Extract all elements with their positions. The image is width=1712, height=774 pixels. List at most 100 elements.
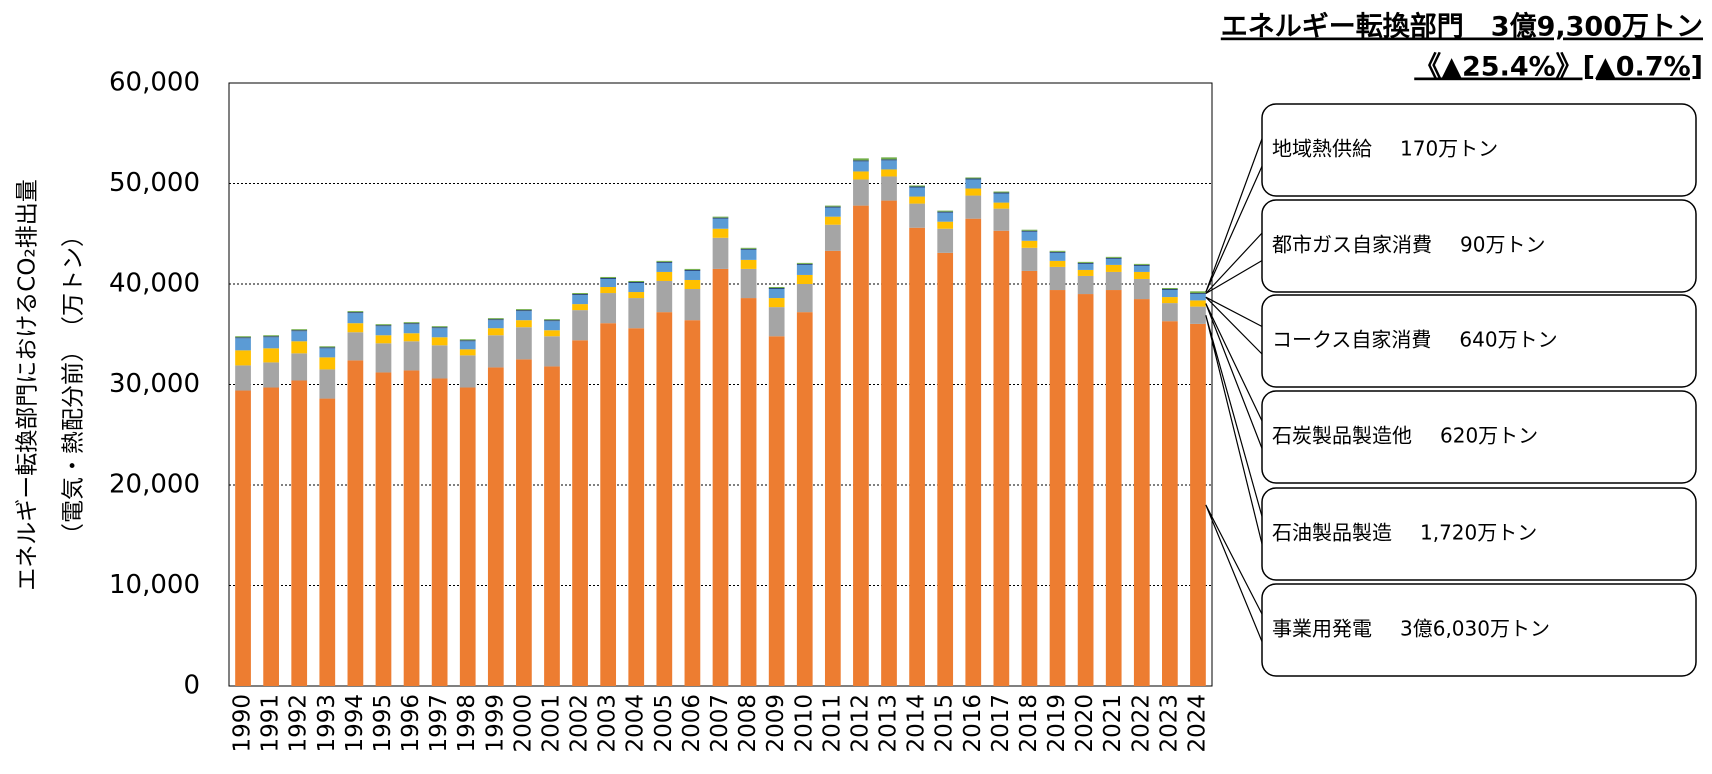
legend-label: 地域熱供給 bbox=[1272, 137, 1372, 161]
bar-segment bbox=[740, 259, 757, 269]
bar-segment bbox=[1190, 300, 1206, 307]
bar-segment bbox=[572, 310, 588, 341]
x-tick-label: 2004 bbox=[623, 694, 649, 753]
bar-segment bbox=[993, 208, 1010, 231]
x-tick-label: 2007 bbox=[707, 694, 733, 753]
bar-segment bbox=[684, 270, 701, 280]
bar-segment bbox=[291, 341, 308, 354]
legend-label: 石炭製品製造他 bbox=[1272, 424, 1412, 448]
bar-segment bbox=[1162, 297, 1178, 304]
x-tick-label: 2003 bbox=[595, 694, 621, 753]
legend-label: 石油製品製造 bbox=[1272, 521, 1392, 545]
callout-value: 1,720万トン bbox=[1420, 521, 1537, 545]
bar-segment bbox=[291, 380, 308, 686]
x-tick-label: 2018 bbox=[1016, 694, 1042, 753]
bar-segment bbox=[796, 263, 813, 265]
bar-segment bbox=[516, 327, 532, 360]
bar-segment bbox=[1021, 229, 1038, 231]
bar-segment bbox=[431, 328, 448, 338]
x-tick-label: 2023 bbox=[1156, 694, 1182, 753]
bar-segment bbox=[431, 327, 448, 329]
bar-segment bbox=[347, 311, 364, 313]
bar-segment bbox=[656, 312, 673, 686]
x-tick-label: 2017 bbox=[988, 694, 1014, 753]
bar-segment bbox=[1021, 247, 1038, 271]
x-tick-label: 2024 bbox=[1184, 694, 1210, 753]
bar-segment bbox=[1105, 271, 1122, 291]
callout: 石油製品製造 1,720万トン bbox=[1205, 315, 1697, 581]
x-tick-label: 2010 bbox=[791, 694, 817, 753]
callout: コークス自家消費 640万トン bbox=[1205, 294, 1697, 388]
bar-segment bbox=[768, 287, 785, 289]
x-tick-label: 2021 bbox=[1100, 694, 1126, 753]
bar-segment bbox=[881, 159, 897, 161]
bar-segment bbox=[459, 339, 476, 341]
bar-segment bbox=[628, 282, 645, 293]
bar-segment bbox=[347, 312, 364, 314]
bar-segment bbox=[853, 205, 869, 687]
bar-segment bbox=[600, 278, 617, 288]
bar-segment bbox=[1021, 230, 1038, 232]
bar-segment bbox=[1133, 271, 1150, 279]
x-tick-label: 1992 bbox=[286, 694, 312, 753]
y-axis-title: （電気・熱配分前） （万トン） bbox=[61, 224, 87, 546]
bar-segment bbox=[600, 277, 617, 279]
bar-segment bbox=[796, 264, 813, 275]
x-tick-label: 1994 bbox=[342, 694, 368, 753]
bar-segment bbox=[572, 304, 588, 311]
bar-segment bbox=[235, 338, 251, 351]
bar-segment bbox=[712, 228, 729, 238]
bar-segment bbox=[909, 227, 925, 686]
x-tick-label: 2009 bbox=[763, 694, 789, 753]
bar-segment bbox=[853, 158, 869, 161]
y-tick-label: 30,000 bbox=[109, 369, 200, 399]
bar-segment bbox=[824, 206, 841, 208]
callout-box bbox=[1261, 294, 1697, 388]
bar-segment bbox=[235, 337, 251, 339]
bar-segment bbox=[347, 323, 364, 333]
bar-segment bbox=[881, 176, 897, 201]
bar-segment bbox=[487, 367, 504, 686]
callout-value: 640万トン bbox=[1459, 328, 1557, 352]
bar-segment bbox=[516, 310, 532, 312]
callout-box bbox=[1261, 390, 1697, 484]
bar-segment bbox=[263, 335, 279, 337]
bar-segment bbox=[375, 335, 392, 344]
bar-segment bbox=[656, 280, 673, 313]
callout-pointer bbox=[1205, 315, 1264, 549]
x-tick-label: 2016 bbox=[960, 694, 986, 753]
bar-segment bbox=[993, 192, 1010, 194]
bar-segment bbox=[937, 212, 954, 222]
bar-segment bbox=[459, 341, 476, 350]
bar-segment bbox=[263, 362, 279, 388]
bar-segment bbox=[291, 331, 308, 342]
x-tick-label: 2006 bbox=[679, 694, 705, 753]
x-tick-label: 2019 bbox=[1044, 694, 1070, 753]
x-tick-label: 2015 bbox=[932, 694, 958, 753]
x-tick-label: 1990 bbox=[230, 694, 256, 753]
bar-segment bbox=[740, 298, 757, 686]
bar-segment bbox=[1105, 290, 1122, 686]
bar-segment bbox=[1190, 306, 1206, 324]
bar-segment bbox=[796, 274, 813, 284]
bar-segment bbox=[516, 359, 532, 686]
bar-segment bbox=[544, 330, 560, 337]
bar-segment bbox=[487, 320, 504, 329]
bar-segment bbox=[431, 345, 448, 379]
bar-segment bbox=[740, 248, 757, 250]
bar-segment bbox=[431, 337, 448, 346]
chart-subtitle: 《▲25.4%》[▲0.7%] bbox=[1414, 52, 1703, 83]
callout-value: 620万トン bbox=[1440, 424, 1538, 448]
bar-segment bbox=[263, 336, 279, 338]
bar-segment bbox=[796, 312, 813, 686]
x-tick-label: 1991 bbox=[258, 694, 284, 753]
bar-segment bbox=[291, 329, 308, 331]
callout-pointer bbox=[1205, 231, 1264, 295]
bar-segment bbox=[235, 336, 251, 338]
bar-segment bbox=[684, 268, 701, 270]
bar-segment bbox=[712, 268, 729, 686]
bar-segment bbox=[544, 319, 560, 321]
x-tick-label: 1996 bbox=[398, 694, 424, 753]
x-tick-label: 2013 bbox=[876, 694, 902, 753]
bar-segment bbox=[235, 350, 251, 366]
